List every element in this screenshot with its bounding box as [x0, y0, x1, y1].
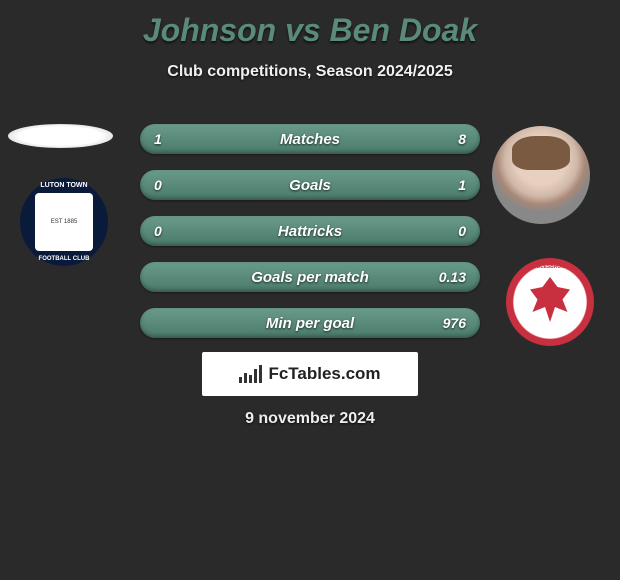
- stat-row-min-per-goal: Min per goal 976: [140, 308, 480, 338]
- stat-row-matches: 1 Matches 8: [140, 124, 480, 154]
- brand-watermark: FcTables.com: [202, 352, 418, 396]
- stat-label: Goals: [289, 177, 331, 194]
- club-right-badge: [506, 258, 594, 346]
- player-right-photo: [492, 126, 590, 224]
- stat-label: Min per goal: [266, 315, 354, 332]
- stat-left-value: 1: [154, 131, 162, 147]
- stat-right-value: 0: [458, 223, 466, 239]
- stat-right-value: 8: [458, 131, 466, 147]
- stat-row-goals-per-match: Goals per match 0.13: [140, 262, 480, 292]
- bar-chart-icon: [239, 365, 262, 383]
- stat-row-goals: 0 Goals 1: [140, 170, 480, 200]
- stat-right-value: 976: [443, 315, 466, 331]
- subtitle: Club competitions, Season 2024/2025: [0, 63, 620, 81]
- brand-text: FcTables.com: [268, 364, 380, 384]
- stat-right-value: 1: [458, 177, 466, 193]
- stat-left-value: 0: [154, 223, 162, 239]
- date-label: 9 november 2024: [0, 410, 620, 428]
- stat-label: Goals per match: [251, 269, 369, 286]
- stat-label: Matches: [280, 131, 340, 148]
- club-left-badge: EST 1885: [20, 178, 120, 266]
- page-title: Johnson vs Ben Doak: [0, 0, 620, 49]
- stat-label: Hattricks: [278, 223, 342, 240]
- stat-row-hattricks: 0 Hattricks 0: [140, 216, 480, 246]
- stat-left-value: 0: [154, 177, 162, 193]
- player-left-photo: [8, 124, 113, 148]
- stats-panel: 1 Matches 8 0 Goals 1 0 Hattricks 0 Goal…: [140, 124, 480, 354]
- stat-right-value: 0.13: [439, 269, 466, 285]
